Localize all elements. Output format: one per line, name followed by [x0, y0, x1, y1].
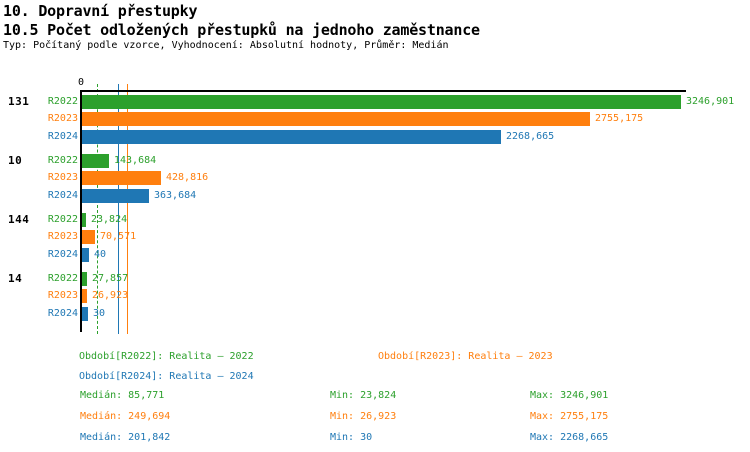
- median-line-R2022: [97, 84, 98, 334]
- stat-median-R2023: Medián: 249,694: [80, 411, 171, 422]
- group-label: 14: [8, 272, 23, 285]
- x-axis-zero-tick-label: 0: [77, 77, 85, 88]
- bar: [82, 154, 109, 168]
- bar-value-label: 26,923: [92, 290, 129, 301]
- bar-value-label: 23,824: [91, 214, 128, 225]
- bar-value-label: 2268,665: [506, 131, 555, 142]
- bar: [82, 95, 681, 109]
- y-axis-line: [80, 90, 82, 332]
- bar: [82, 230, 95, 244]
- bar: [82, 307, 88, 321]
- bar-value-label: 30: [93, 308, 106, 319]
- bar-value-label: 70,571: [100, 231, 137, 242]
- bar-series-label: R2022: [47, 273, 78, 284]
- bar: [82, 130, 501, 144]
- bar-series-label: R2023: [47, 231, 78, 242]
- bar-series-label: R2022: [47, 214, 78, 225]
- stat-max-R2022: Max: 3246,901: [530, 390, 609, 401]
- bar-series-label: R2023: [47, 290, 78, 301]
- stat-min-R2022: Min: 23,824: [330, 390, 397, 401]
- bar-series-label: R2022: [47, 155, 78, 166]
- bar-series-label: R2024: [47, 131, 78, 142]
- bar: [82, 248, 89, 262]
- stat-max-R2024: Max: 2268,665: [530, 432, 609, 443]
- stat-min-R2024: Min: 30: [330, 432, 373, 443]
- bar-value-label: 428,816: [166, 172, 209, 183]
- bar-value-label: 2755,175: [595, 113, 644, 124]
- bar: [82, 213, 86, 227]
- bar: [82, 289, 87, 303]
- group-label: 10: [8, 154, 23, 167]
- bar: [82, 112, 590, 126]
- bar-series-label: R2023: [47, 113, 78, 124]
- group-label: 144: [8, 213, 30, 226]
- legend-item-R2022: Období[R2022]: Realita – 2022: [79, 351, 254, 362]
- chart-meta: Typ: Počítaný podle vzorce, Vyhodnocení:…: [3, 40, 449, 51]
- bar-series-label: R2023: [47, 172, 78, 183]
- legend-item-R2023: Období[R2023]: Realita – 2023: [378, 351, 553, 362]
- bar-series-label: R2024: [47, 190, 78, 201]
- bar-value-label: 3246,901: [686, 96, 735, 107]
- bar-value-label: 363,684: [154, 190, 197, 201]
- bar-series-label: R2024: [47, 249, 78, 260]
- legend-item-R2024: Období[R2024]: Realita – 2024: [79, 371, 254, 382]
- median-line-R2024: [118, 84, 119, 334]
- stat-median-R2022: Medián: 85,771: [80, 390, 165, 401]
- page-title: 10. Dopravní přestupky: [3, 2, 198, 20]
- group-label: 131: [8, 95, 30, 108]
- x-axis-top-line: [80, 90, 686, 92]
- stat-min-R2023: Min: 26,923: [330, 411, 397, 422]
- bar: [82, 171, 161, 185]
- median-line-R2023: [127, 84, 128, 334]
- stat-max-R2023: Max: 2755,175: [530, 411, 609, 422]
- bar-value-label: 40: [94, 249, 107, 260]
- bar-series-label: R2024: [47, 308, 78, 319]
- bar-series-label: R2022: [47, 96, 78, 107]
- stat-median-R2024: Medián: 201,842: [80, 432, 171, 443]
- bar-value-label: 27,857: [92, 273, 129, 284]
- bar: [82, 272, 87, 286]
- bar-value-label: 143,684: [114, 155, 157, 166]
- chart-subtitle: 10.5 Počet odložených přestupků na jedno…: [3, 21, 480, 39]
- bar: [82, 189, 149, 203]
